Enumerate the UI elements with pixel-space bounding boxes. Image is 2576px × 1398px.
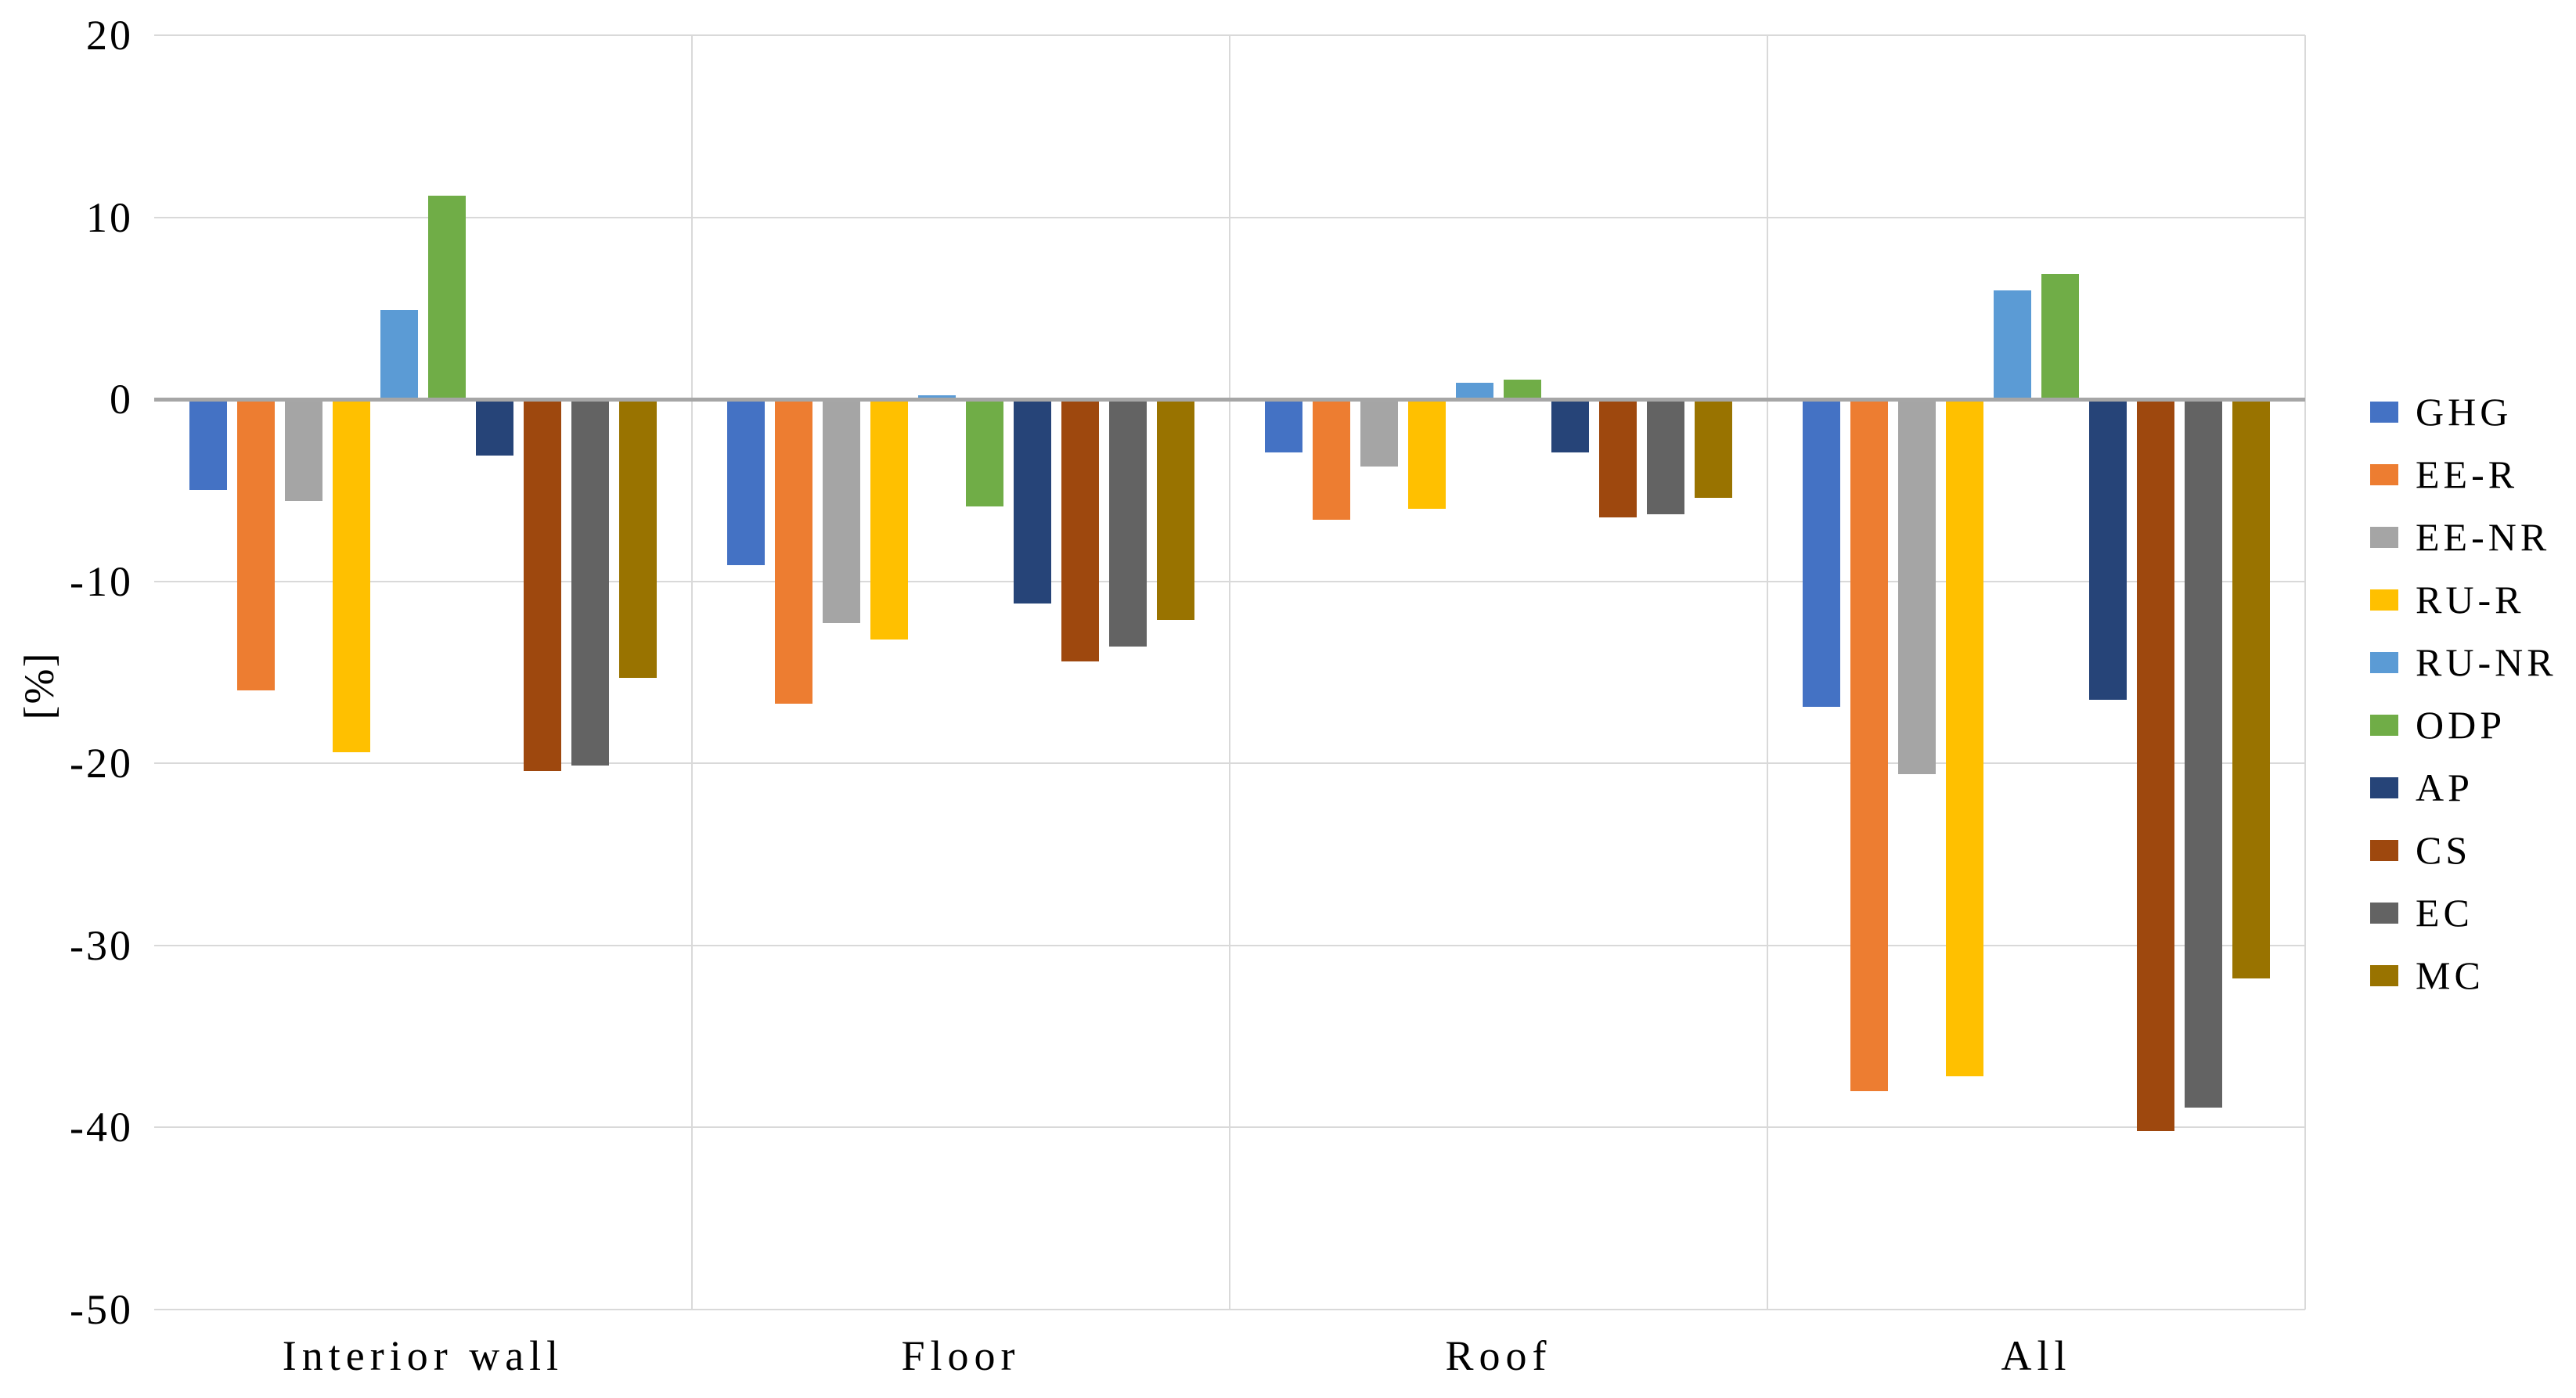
- bar-MC-interior-wall: [619, 399, 657, 678]
- x-category-label: Roof: [1445, 1332, 1552, 1379]
- category-separator: [2304, 35, 2306, 1310]
- bar-RU-R-floor: [870, 399, 908, 640]
- bar-GHG-all: [1803, 399, 1840, 708]
- bar-EE-NR-roof: [1360, 399, 1398, 467]
- y-tick-label: -50: [70, 1286, 133, 1333]
- bar-RU-NR-interior-wall: [380, 310, 418, 400]
- bar-EC-interior-wall: [571, 399, 609, 766]
- bar-ODP-interior-wall: [428, 195, 466, 400]
- bar-MC-all: [2232, 399, 2270, 978]
- bar-RU-NR-roof: [1456, 383, 1493, 400]
- bar-CS-all: [2137, 399, 2174, 1132]
- bar-EC-floor: [1109, 399, 1147, 647]
- legend-swatch-ODP: [2370, 714, 2398, 736]
- bar-EE-R-all: [1850, 399, 1888, 1091]
- bar-RU-NR-all: [1994, 290, 2031, 400]
- legend-swatch-EE-NR: [2370, 526, 2398, 548]
- bar-RU-R-interior-wall: [333, 399, 370, 753]
- legend-label-RU-R: RU-R: [2416, 578, 2525, 622]
- legend-item-RU-R: RU-R: [2370, 577, 2524, 622]
- bar-AP-all: [2089, 399, 2127, 700]
- bar-EE-NR-floor: [823, 399, 860, 624]
- legend-label-CS: CS: [2416, 828, 2472, 872]
- legend-swatch-CS: [2370, 839, 2398, 861]
- category-separator: [1229, 35, 1230, 1310]
- legend-label-GHG: GHG: [2416, 390, 2513, 434]
- legend-label-RU-NR: RU-NR: [2416, 640, 2557, 684]
- legend-item-CS: CS: [2370, 827, 2471, 873]
- legend-swatch-MC: [2370, 964, 2398, 986]
- bar-RU-R-roof: [1408, 399, 1446, 509]
- legend-swatch-AP: [2370, 776, 2398, 798]
- legend-item-MC: MC: [2370, 953, 2484, 998]
- bar-CS-roof: [1599, 399, 1637, 518]
- bar-EC-roof: [1647, 399, 1684, 514]
- bar-ODP-floor: [966, 399, 1003, 507]
- bar-EC-all: [2185, 399, 2222, 1108]
- x-category-label: Interior wall: [282, 1332, 564, 1379]
- bar-EE-R-interior-wall: [237, 399, 275, 691]
- y-tick-label: -20: [70, 740, 133, 787]
- y-tick-label: -30: [70, 921, 133, 969]
- legend-label-EE-NR: EE-NR: [2416, 515, 2551, 559]
- bar-EE-R-floor: [775, 399, 812, 704]
- legend-swatch-EE-R: [2370, 463, 2398, 485]
- bar-EE-NR-interior-wall: [285, 399, 322, 502]
- gridline-y--50: [154, 1309, 2305, 1310]
- legend-item-EE-NR: EE-NR: [2370, 514, 2550, 560]
- bar-EE-R-roof: [1313, 399, 1350, 520]
- legend-label-MC: MC: [2416, 953, 2484, 997]
- legend-swatch-EC: [2370, 902, 2398, 924]
- category-separator: [1767, 35, 1768, 1310]
- legend-swatch-GHG: [2370, 401, 2398, 423]
- bar-AP-roof: [1551, 399, 1589, 452]
- y-axis-title: [%]: [16, 651, 63, 720]
- x-category-label: All: [2001, 1332, 2072, 1379]
- legend-label-EE-R: EE-R: [2416, 452, 2519, 496]
- bar-GHG-roof: [1265, 399, 1302, 452]
- legend-label-ODP: ODP: [2416, 703, 2506, 747]
- bar-AP-floor: [1014, 399, 1051, 604]
- legend-item-RU-NR: RU-NR: [2370, 640, 2557, 685]
- legend-swatch-RU-NR: [2370, 651, 2398, 673]
- bar-GHG-floor: [727, 399, 765, 565]
- bar-ODP-all: [2041, 273, 2079, 400]
- legend-swatch-RU-R: [2370, 589, 2398, 611]
- bar-CS-floor: [1061, 399, 1099, 662]
- bar-MC-floor: [1157, 399, 1194, 620]
- bar-RU-NR-floor: [918, 395, 956, 400]
- y-tick-label: 10: [86, 193, 133, 241]
- bar-AP-interior-wall: [476, 399, 513, 456]
- bar-RU-R-all: [1946, 399, 1983, 1077]
- zero-axis-line: [154, 398, 2305, 402]
- y-tick-label: 20: [86, 12, 133, 59]
- legend-item-GHG: GHG: [2370, 389, 2512, 434]
- y-tick-label: -10: [70, 557, 133, 605]
- bar-ODP-roof: [1504, 379, 1541, 400]
- legend-item-EC: EC: [2370, 890, 2473, 935]
- legend-item-EE-R: EE-R: [2370, 452, 2518, 497]
- legend-item-AP: AP: [2370, 765, 2473, 810]
- x-category-label: Floor: [901, 1332, 1021, 1379]
- y-tick-label: -40: [70, 1104, 133, 1151]
- bar-GHG-interior-wall: [189, 399, 227, 491]
- bar-EE-NR-all: [1898, 399, 1936, 775]
- legend-item-ODP: ODP: [2370, 702, 2506, 748]
- category-separator: [691, 35, 693, 1310]
- legend-label-EC: EC: [2416, 891, 2473, 935]
- bar-MC-roof: [1695, 399, 1732, 498]
- bar-CS-interior-wall: [524, 399, 561, 771]
- y-tick-label: 0: [110, 376, 133, 423]
- legend-label-AP: AP: [2416, 766, 2473, 809]
